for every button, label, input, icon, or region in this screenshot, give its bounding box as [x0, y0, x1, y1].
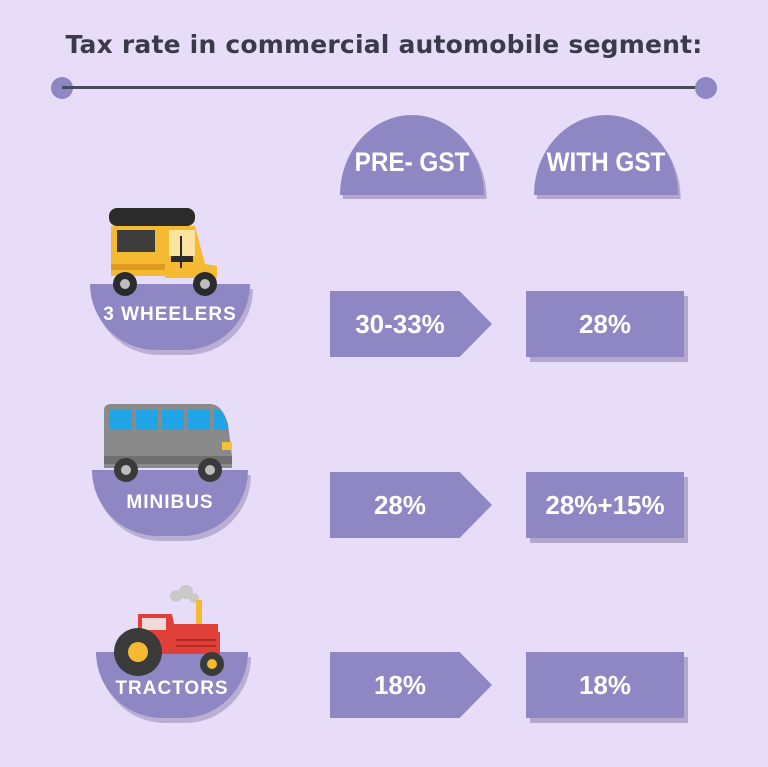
rule-right-dot [695, 77, 717, 99]
pre-gst-value-3-wheelers: 30-33% [330, 291, 492, 357]
with-gst-value-tractors: 18% [526, 652, 684, 718]
row-label-text: MINIBUS [126, 492, 214, 513]
row-label-text: 3 WHEELERS [103, 304, 237, 325]
pre-gst-value-minibus: 28% [330, 472, 492, 538]
title-divider [62, 86, 706, 89]
pre-gst-value-tractors: 18% [330, 652, 492, 718]
auto-rickshaw-icon [109, 208, 217, 296]
tractor-icon [114, 585, 224, 676]
infographic-title: Tax rate in commercial automobile segmen… [65, 30, 703, 59]
with-gst-value-minibus: 28%+15% [526, 472, 684, 538]
with-gst-value-3-wheelers: 28% [526, 291, 684, 357]
column-header-with-gst: WITH GST [534, 115, 678, 195]
column-header-pre-gst: PRE- GST [340, 115, 484, 195]
row-label-text: TRACTORS [115, 678, 229, 699]
minibus-icon [104, 404, 232, 482]
